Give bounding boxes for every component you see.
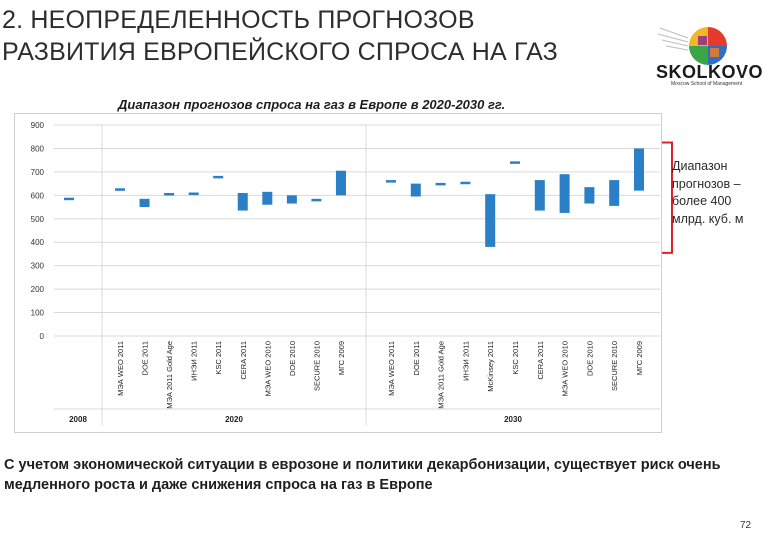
x-tick-label: ИНЭИ 2011 xyxy=(461,341,470,381)
x-tick-label: DOE 2011 xyxy=(141,341,150,375)
range-bar xyxy=(262,191,273,205)
y-tick-label: 0 xyxy=(40,332,45,341)
range-bar xyxy=(510,161,520,164)
title-line-2: РАЗВИТИЯ ЕВРОПЕЙСКОГО СПРОСА НА ГАЗ xyxy=(2,38,558,66)
x-tick-label: МЭА WEO 2011 xyxy=(387,341,396,396)
range-note-line-1: Диапазон xyxy=(672,159,728,173)
range-bar xyxy=(634,148,644,191)
range-note: Диапазон прогнозов – более 400 млрд. куб… xyxy=(672,158,772,228)
range-bar xyxy=(435,182,446,186)
group-label: 2008 xyxy=(69,415,87,424)
y-tick-label: 700 xyxy=(31,168,45,177)
x-tick-label: KSC 2011 xyxy=(511,341,520,375)
range-bar xyxy=(188,192,199,196)
range-bar xyxy=(534,180,545,211)
range-bar xyxy=(386,180,396,183)
page-number: 72 xyxy=(740,520,752,531)
x-tick-label: CERA 2011 xyxy=(536,341,545,380)
y-tick-label: 600 xyxy=(31,191,45,200)
chart-frame xyxy=(14,113,662,433)
range-note-line-3: более 400 xyxy=(672,194,732,208)
y-tick-label: 400 xyxy=(31,238,45,247)
x-tick-label: МГС 2009 xyxy=(635,341,644,375)
range-note-line-4: млрд. куб. м xyxy=(672,211,744,226)
range-bar xyxy=(139,198,150,208)
x-tick-label: МГС 2009 xyxy=(337,341,346,375)
x-tick-label: ИНЭИ 2011 xyxy=(190,341,199,381)
x-tick-label: МЭА WEO 2010 xyxy=(561,341,570,396)
range-bracket xyxy=(662,141,673,254)
x-tick-label: МЭА 2011 Gold Age xyxy=(165,341,174,409)
range-bar xyxy=(559,174,570,213)
x-tick-label: DOE 2010 xyxy=(288,341,297,376)
range-bar xyxy=(335,170,346,196)
y-tick-label: 300 xyxy=(31,262,45,271)
range-bar xyxy=(164,192,175,196)
x-tick-label: KSC 2011 xyxy=(214,341,223,375)
logo-subtext: Moscow School of Management xyxy=(671,81,743,87)
y-tick-label: 100 xyxy=(31,309,45,318)
range-chart: 0 100 200 300 400 500 600 700 800 900 2008 МЭА WEO … xyxy=(31,121,673,425)
group-label: 2020 xyxy=(225,415,243,424)
range-bar xyxy=(115,188,125,191)
page-title: 2. НЕОПРЕДЕЛЕННОСТЬ ПРОГНОЗОВ РАЗВИТИЯ Е… xyxy=(2,4,642,68)
x-tick-label: DOE 2011 xyxy=(412,341,421,375)
y-tick-label: 800 xyxy=(31,144,45,153)
logo-text: SKOLKOVO xyxy=(656,62,764,82)
range-bar xyxy=(286,195,297,204)
x-tick-label: МЭА WEO 2011 xyxy=(116,341,125,396)
y-tick-label: 200 xyxy=(31,285,45,294)
x-tick-label: МЭА WEO 2010 xyxy=(263,341,272,396)
range-bar xyxy=(410,183,421,197)
range-bar xyxy=(213,175,224,179)
x-tick-label: МЭА 2011 Gold Age xyxy=(437,341,446,409)
range-bar xyxy=(237,192,248,211)
range-bar xyxy=(460,181,471,185)
x-tick-label: CERA 2011 xyxy=(239,341,248,380)
range-bar xyxy=(584,187,595,204)
title-line-1: 2. НЕОПРЕДЕЛЕННОСТЬ ПРОГНОЗОВ xyxy=(2,6,475,34)
x-tick-label: SECURE 2010 xyxy=(312,341,321,391)
range-note-line-2: прогнозов – xyxy=(672,176,741,191)
range-bar xyxy=(485,194,496,247)
y-tick-label: 500 xyxy=(31,215,45,224)
x-tick-label: McKinsey 2011 xyxy=(486,341,495,392)
range-bar xyxy=(311,198,322,202)
skolkovo-logo-icon xyxy=(657,27,727,65)
group-label: 2030 xyxy=(504,415,522,424)
y-tick-label: 900 xyxy=(31,121,45,130)
x-tick-label: SECURE 2010 xyxy=(610,341,619,391)
range-bar xyxy=(609,180,620,206)
x-tick-label: DOE 2010 xyxy=(585,341,594,376)
chart-title: Диапазон прогнозов спроса на газ в Европ… xyxy=(118,97,506,112)
range-bar xyxy=(64,197,74,201)
conclusion-text: С учетом экономической ситуации в еврозо… xyxy=(4,457,721,493)
